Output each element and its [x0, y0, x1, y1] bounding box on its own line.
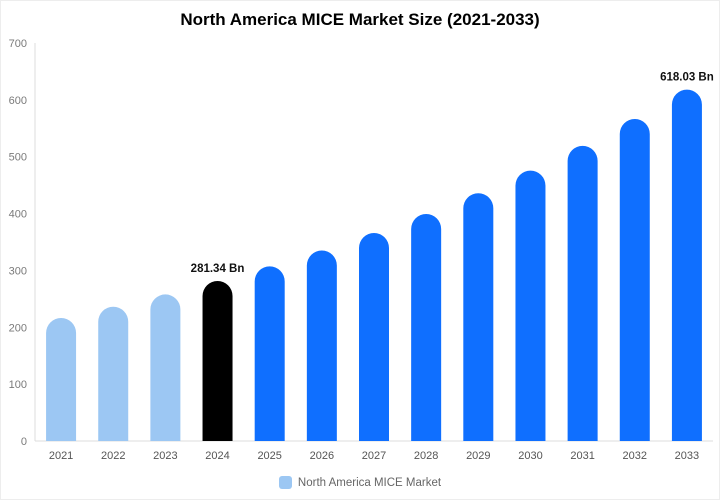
x-tick-label-2027: 2027: [362, 450, 386, 462]
bar-2022[interactable]: [98, 306, 129, 441]
x-tick-label-2022: 2022: [101, 450, 125, 462]
bar-2029[interactable]: [463, 193, 494, 441]
y-tick-label: 0: [21, 436, 27, 448]
bar-2028[interactable]: [411, 214, 442, 441]
x-tick-label-2021: 2021: [49, 450, 73, 462]
y-tick-label: 500: [9, 152, 27, 164]
bar-2025[interactable]: [254, 266, 285, 441]
bar-2026[interactable]: [306, 250, 337, 441]
x-tick-label-2023: 2023: [153, 450, 177, 462]
bar-2024[interactable]: [202, 281, 233, 441]
bar-2032[interactable]: [619, 118, 650, 441]
y-tick-label: 700: [9, 38, 27, 50]
x-tick-label-2026: 2026: [310, 450, 334, 462]
bar-2030[interactable]: [515, 170, 546, 441]
x-tick-label-2031: 2031: [570, 450, 594, 462]
legend-label: North America MICE Market: [297, 476, 442, 489]
y-tick-label: 200: [9, 322, 27, 334]
x-tick-label-2032: 2032: [623, 450, 647, 462]
data-label-2033: 618.03 Bn: [660, 72, 714, 84]
legend-swatch-icon: [278, 476, 292, 489]
bar-2033[interactable]: [671, 89, 702, 441]
x-tick-label-2025: 2025: [257, 450, 281, 462]
bar-2031[interactable]: [567, 145, 598, 441]
legend-item[interactable]: North America MICE Market: [1, 476, 719, 489]
y-tick-label: 400: [9, 209, 27, 221]
x-tick-label-2029: 2029: [466, 450, 490, 462]
x-tick-label-2030: 2030: [518, 450, 542, 462]
chart-title: North America MICE Market Size (2021-203…: [180, 10, 540, 29]
x-tick-label-2024: 2024: [205, 450, 229, 462]
bar-2027[interactable]: [359, 233, 389, 441]
bar-2021[interactable]: [46, 317, 77, 441]
y-tick-label: 100: [9, 379, 27, 391]
x-tick-label-2028: 2028: [414, 450, 438, 462]
data-label-2024: 281.34 Bn: [191, 263, 245, 275]
y-tick-label: 300: [9, 265, 27, 277]
bar-2023[interactable]: [150, 294, 181, 441]
y-tick-label: 600: [9, 95, 27, 107]
x-tick-label-2033: 2033: [675, 450, 699, 462]
